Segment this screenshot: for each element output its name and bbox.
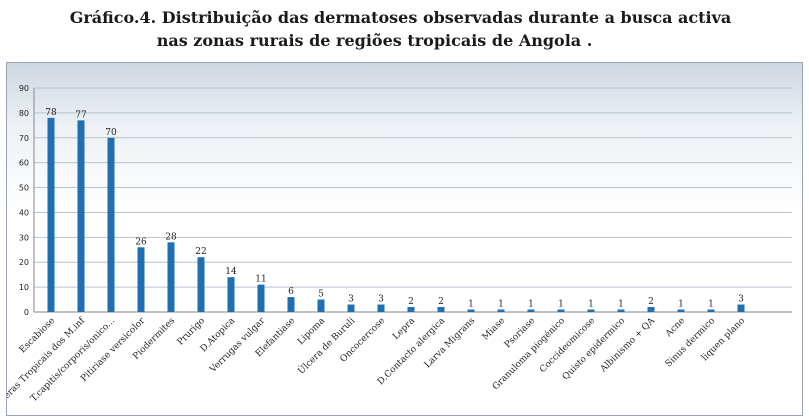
data-label-7: 14 <box>225 267 237 277</box>
bar-12 <box>377 304 385 312</box>
bar-11 <box>347 304 355 312</box>
data-label-12: 3 <box>378 295 384 305</box>
data-label-4: 26 <box>135 237 147 247</box>
bar-13 <box>407 307 415 312</box>
x-tick-label-19: Coccideomicose <box>538 316 597 375</box>
data-label-15: 1 <box>468 300 474 310</box>
bar-2 <box>77 120 85 312</box>
chart-area: 0 10 20 30 40 50 60 70 80 90 78 Escabiose 77 Ulceras … <box>6 62 803 416</box>
bar-7 <box>227 277 235 312</box>
bar-9 <box>287 297 295 312</box>
data-label-1: 78 <box>45 108 57 118</box>
bar-16 <box>497 309 505 312</box>
data-label-2: 77 <box>75 110 87 120</box>
data-label-19: 1 <box>588 300 594 310</box>
y-tick-label-70: 70 <box>19 134 29 143</box>
data-label-24: 3 <box>738 295 744 305</box>
data-label-18: 1 <box>558 300 564 310</box>
bar-15 <box>467 309 475 312</box>
data-label-6: 22 <box>195 247 206 257</box>
bar-10 <box>317 299 325 312</box>
bar-23 <box>707 309 715 312</box>
data-label-11: 3 <box>348 295 354 305</box>
bar-6 <box>197 257 205 312</box>
y-tick-label-60: 60 <box>19 159 29 168</box>
bar-18 <box>557 309 565 312</box>
bar-5 <box>167 242 175 312</box>
bar-17 <box>527 309 535 312</box>
bar-21 <box>647 307 655 312</box>
x-tick-label-8: Verrugas vulgar <box>208 316 268 376</box>
data-label-3: 70 <box>105 128 117 138</box>
bar-4 <box>137 247 145 312</box>
data-label-13: 2 <box>408 297 414 307</box>
bar-1 <box>47 117 55 312</box>
data-label-16: 1 <box>498 300 504 310</box>
y-tick-label-50: 50 <box>19 184 29 193</box>
y-tick-label-0: 0 <box>24 308 29 317</box>
data-label-8: 11 <box>255 275 266 285</box>
y-tick-label-20: 20 <box>19 258 29 267</box>
bar-chart: 010203040506070809078Escabiose77Ulceras … <box>7 84 792 412</box>
bar-24 <box>737 304 745 312</box>
data-label-22: 1 <box>678 300 684 310</box>
bar-8 <box>257 284 265 312</box>
chart-title-line-1: Gráfico.4. Distribuição das dermatoses o… <box>69 8 732 27</box>
bar-14 <box>437 307 445 312</box>
data-label-20: 1 <box>618 300 624 310</box>
y-tick-label-40: 40 <box>19 208 29 217</box>
data-label-5: 28 <box>165 232 177 242</box>
data-label-23: 1 <box>708 300 714 310</box>
y-tick-label-90: 90 <box>19 84 29 93</box>
data-label-21: 2 <box>648 297 654 307</box>
bar-20 <box>617 309 625 312</box>
y-tick-label-80: 80 <box>19 109 29 118</box>
data-label-9: 6 <box>288 287 294 297</box>
chart-title-line-2: nas zonas rurais de regiões tropicais de… <box>156 31 593 50</box>
data-label-14: 2 <box>438 297 444 307</box>
x-tick-label-16: Miase <box>481 316 507 342</box>
y-tick-label-30: 30 <box>19 233 29 242</box>
y-tick-label-10: 10 <box>19 283 29 292</box>
x-tick-label-21: Albinismo + QA <box>598 316 657 375</box>
chart-title: Gráfico.4. Distribuição das dermatoses o… <box>0 6 809 52</box>
bar-19 <box>587 309 595 312</box>
data-label-17: 1 <box>528 300 534 310</box>
bar-3 <box>107 137 115 312</box>
bar-22 <box>677 309 685 312</box>
x-tick-label-22: Acne <box>663 316 687 340</box>
data-label-10: 5 <box>318 290 324 300</box>
x-tick-label-13: Lepra <box>391 316 417 342</box>
